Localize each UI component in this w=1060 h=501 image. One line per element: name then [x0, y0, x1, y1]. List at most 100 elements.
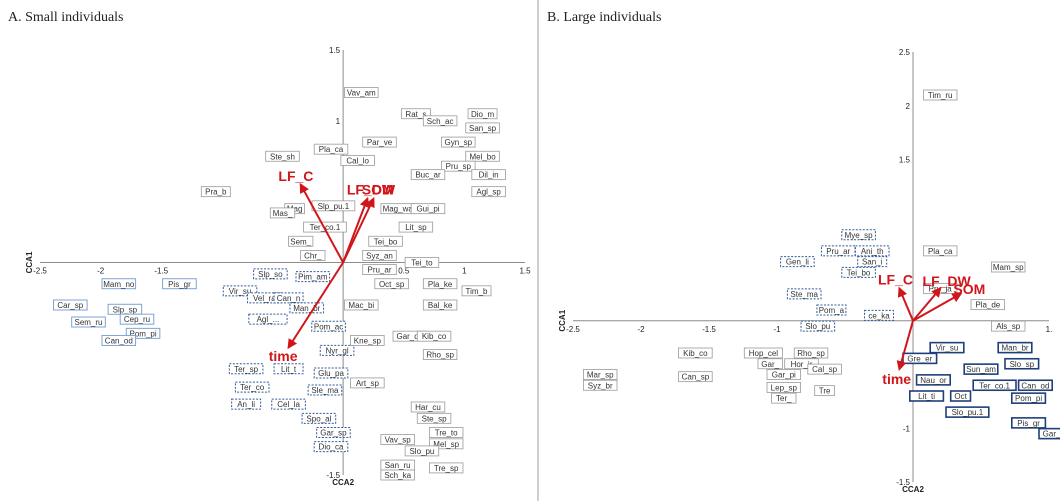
- species-label: Gar_2y: [1038, 427, 1060, 440]
- species-label: Can_sp: [678, 371, 713, 383]
- x-tick-label: 1.5: [519, 267, 531, 276]
- svg-text:Sem_: Sem_: [290, 237, 311, 246]
- species-label: San_ru: [380, 459, 415, 471]
- species-label: Mam_no: [101, 278, 137, 290]
- y-tick-label: 2.5: [899, 48, 911, 57]
- vector-label: LF_C: [878, 271, 913, 287]
- species-label: Sem_: [288, 235, 314, 247]
- svg-text:Car_sp: Car_sp: [57, 301, 83, 310]
- species-label: Mag_wa: [380, 203, 415, 215]
- svg-text:Tei_bo: Tei_bo: [374, 237, 398, 246]
- x-axis-label: CCA2: [332, 478, 354, 487]
- species-label: Pra_b: [200, 186, 231, 198]
- svg-text:Man_br: Man_br: [293, 304, 320, 313]
- species-label: Rho_sp: [793, 347, 829, 359]
- species-label: Tim_b: [461, 285, 492, 297]
- svg-text:Gar_pi: Gar_pi: [772, 371, 796, 380]
- svg-text:Pla_ca: Pla_ca: [928, 247, 953, 256]
- x-tick-label: -1.5: [154, 267, 168, 276]
- svg-text:Kib_co: Kib_co: [422, 332, 447, 341]
- svg-text:Can_n: Can_n: [277, 294, 301, 303]
- vector-label: LF_DW: [347, 181, 396, 197]
- svg-text:Hop_cel: Hop_cel: [749, 349, 779, 358]
- svg-text:Mac_bi: Mac_bi: [348, 301, 374, 310]
- svg-text:Glu_pa: Glu_pa: [318, 369, 344, 378]
- svg-text:Gre_er: Gre_er: [907, 354, 932, 363]
- svg-text:Agl_sp: Agl_sp: [476, 188, 501, 197]
- vector-label: SOM: [953, 281, 985, 297]
- species-label: Tei_bo: [841, 266, 876, 278]
- species-label: Pom_a: [816, 304, 847, 316]
- svg-text:Vir_su: Vir_su: [936, 344, 959, 353]
- svg-text:Chr_: Chr_: [304, 251, 322, 260]
- species-label: ce_ka: [864, 309, 894, 321]
- svg-text:Cal_lo: Cal_lo: [346, 157, 369, 166]
- species-label: Mar_sp: [583, 369, 618, 380]
- species-label: Chr_: [300, 250, 326, 261]
- svg-text:Pom_a: Pom_a: [819, 306, 845, 315]
- cca-plot-small: -2.5 -2 -1.5 0.5 1 1.5 1.5 1 -1.5 CCA1 CCA2 Mam_no C…: [25, 46, 531, 487]
- x-tick-label: -2: [97, 267, 105, 276]
- vector-arrow: [299, 182, 345, 263]
- species-label: Oct: [949, 390, 972, 402]
- vector-arrow: [287, 261, 344, 350]
- species-label: Syz_br: [583, 379, 618, 391]
- svg-text:Mel_sp: Mel_sp: [433, 440, 459, 449]
- svg-text:Ste_sh: Ste_sh: [270, 152, 295, 161]
- svg-text:Oct_sp: Oct_sp: [379, 280, 405, 289]
- species-label: Gui_pi: [410, 203, 446, 215]
- species-label: Als_sp: [990, 320, 1026, 332]
- species-label: Ter_co.1: [972, 379, 1017, 392]
- species-label: Pla_ca: [922, 245, 958, 257]
- species-label: Lep_sp: [766, 381, 801, 393]
- svg-text:Slo_sp: Slo_sp: [1010, 360, 1035, 369]
- svg-text:Mag_wa: Mag_wa: [383, 205, 414, 214]
- x-tick-label: -1.5: [702, 325, 716, 334]
- svg-text:Pla_ca: Pla_ca: [319, 145, 344, 154]
- svg-text:Pis_gr: Pis_gr: [168, 280, 191, 289]
- svg-text:Slp_pu.1: Slp_pu.1: [318, 202, 350, 211]
- svg-text:Pom_pi: Pom_pi: [1015, 394, 1042, 403]
- species-label: Vir_su: [929, 341, 965, 354]
- svg-text:Ter_: Ter_: [776, 394, 792, 403]
- species-label: Sem_ru: [71, 316, 106, 328]
- species-label: Kne_sp: [350, 335, 385, 346]
- svg-text:Vav_am: Vav_am: [347, 89, 376, 98]
- svg-text:Gar_du: Gar_du: [396, 332, 423, 341]
- svg-text:Gen_li: Gen_li: [786, 258, 809, 267]
- svg-text:Tre_sp: Tre_sp: [434, 464, 459, 473]
- svg-text:Dio_ca: Dio_ca: [319, 443, 344, 452]
- svg-text:Vir_su: Vir_su: [229, 287, 252, 296]
- species-label: Pom_pi: [125, 327, 161, 339]
- species-label: Agl_...: [248, 313, 288, 325]
- species-label: Mel_bo: [465, 150, 500, 162]
- species-label: Gre_er: [902, 352, 938, 365]
- svg-text:Tre_to: Tre_to: [435, 429, 458, 438]
- svg-text:Cal_sp: Cal_sp: [812, 365, 837, 374]
- species-label: Gar_pi: [766, 369, 801, 380]
- svg-text:Ter_co.1: Ter_co.1: [979, 381, 1010, 390]
- svg-text:Slo_pu.1: Slo_pu.1: [952, 408, 984, 417]
- vector-label: time: [882, 371, 911, 387]
- svg-text:Art_sp: Art_sp: [356, 379, 380, 388]
- svg-text:Gyn_sp: Gyn_sp: [445, 138, 473, 147]
- x-axis-label: CCA2: [902, 485, 924, 494]
- species-label: Can_od: [101, 334, 137, 346]
- species-label: Sun_am: [963, 363, 999, 375]
- svg-text:Gar_2y: Gar_2y: [1043, 430, 1060, 439]
- species-label: Pom_ac: [311, 320, 346, 332]
- svg-text:Pra_b: Pra_b: [205, 188, 227, 197]
- panel-small-individuals: A. Small individuals -2.5 -2 -1.5 0.5 1 1.5 1.…: [8, 0, 539, 501]
- y-tick-label: 1.5: [329, 46, 341, 55]
- svg-text:Man_br: Man_br: [1001, 344, 1028, 353]
- svg-text:Cel_la: Cel_la: [277, 400, 300, 409]
- species-label: Gen_li: [780, 256, 815, 268]
- species-label: Kib_co: [416, 330, 452, 342]
- species-label: Ter_co: [234, 381, 270, 393]
- species-label: Mam_sp: [990, 261, 1026, 273]
- vector-label: SOM: [362, 182, 394, 198]
- svg-text:Slp_so: Slp_so: [258, 270, 283, 279]
- species-label: Slp_pu.1: [311, 200, 356, 212]
- species-label: Man_br: [997, 341, 1033, 354]
- species-label: Dio_m: [467, 108, 498, 120]
